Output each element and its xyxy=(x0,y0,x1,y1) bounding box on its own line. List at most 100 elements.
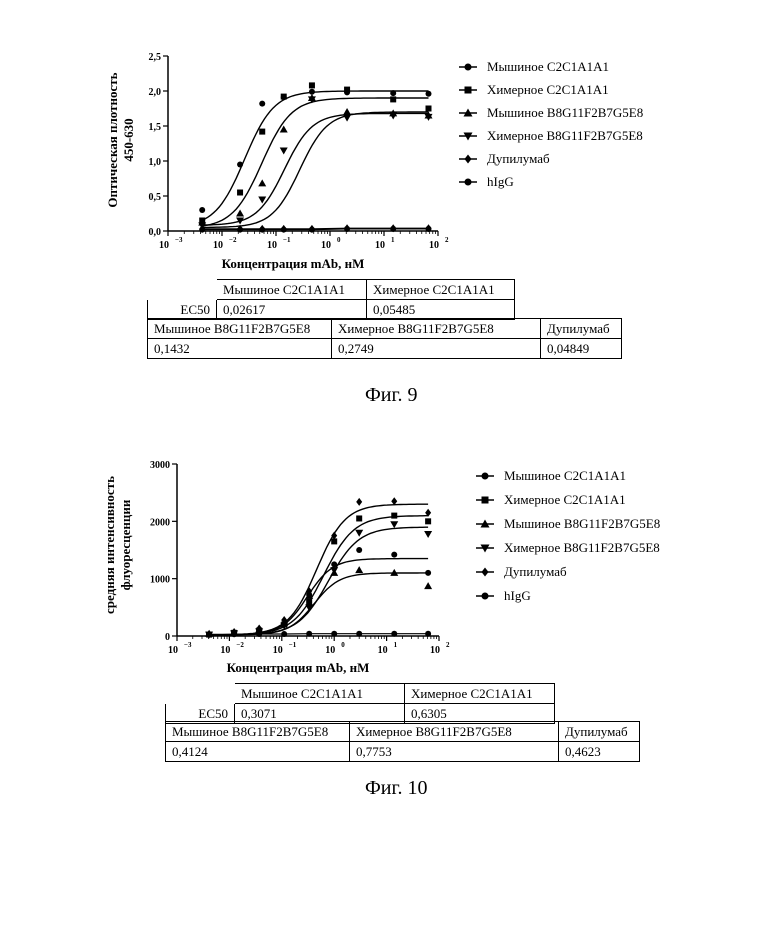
x-tick-label: 10 xyxy=(213,240,223,251)
ec50-table-2: Мышиное C2C1A1A1 Химерное C2C1A1A1 EC50 … xyxy=(165,683,555,724)
legend-label: Химерное C2C1A1A1 xyxy=(504,492,626,507)
x-tick-label: 10 xyxy=(325,645,335,656)
data-point xyxy=(330,567,338,574)
data-point xyxy=(426,226,432,232)
y-tick-label: 2000 xyxy=(150,517,170,528)
legend-label: Дупилумаб xyxy=(487,151,550,166)
y-tick-label: 1,5 xyxy=(149,122,162,133)
ec50-header: Химерное C2C1A1A1 xyxy=(405,684,555,704)
series-2 xyxy=(199,82,431,226)
data-point xyxy=(309,89,315,95)
y-tick-label: 1,0 xyxy=(149,157,162,168)
series-3 xyxy=(198,94,432,226)
chart-1: 0,00,51,01,52,02,510−310−210−1100101102К… xyxy=(105,52,643,271)
legend-label: hIgG xyxy=(487,174,514,189)
ec50-header: Мышиное C2C1A1A1 xyxy=(217,280,367,300)
data-point xyxy=(206,631,212,637)
series-1 xyxy=(199,89,431,221)
ec50-table-1b: Мышиное B8G11F2B7G5E8 Химерное B8G11F2B7… xyxy=(147,318,622,359)
y-axis-label: Оптическая плотность xyxy=(105,72,120,207)
x-tick-exponent: −3 xyxy=(175,236,183,244)
data-point xyxy=(281,631,287,637)
data-point xyxy=(256,631,262,637)
legend-label: Мышиное C2C1A1A1 xyxy=(487,59,609,74)
data-point xyxy=(426,106,432,112)
data-point xyxy=(356,515,362,521)
y-tick-label: 0,5 xyxy=(149,192,162,203)
data-point xyxy=(356,498,362,506)
data-point xyxy=(391,513,397,519)
legend-marker xyxy=(482,568,489,577)
x-tick-exponent: 1 xyxy=(394,641,398,649)
data-point xyxy=(281,94,287,100)
legend-label: Мышиное B8G11F2B7G5E8 xyxy=(504,516,660,531)
legend-marker xyxy=(482,497,489,504)
x-tick-exponent: −3 xyxy=(184,641,192,649)
y-tick-label: 2,0 xyxy=(149,87,162,98)
data-point xyxy=(199,207,205,213)
data-point xyxy=(237,190,243,196)
ec50-value: 0,05485 xyxy=(367,300,515,320)
data-point xyxy=(309,227,315,233)
data-point xyxy=(259,129,265,135)
data-point xyxy=(343,108,351,115)
data-point xyxy=(237,227,243,233)
data-point xyxy=(306,631,312,637)
x-tick-label: 10 xyxy=(429,240,439,251)
x-tick-label: 10 xyxy=(273,645,283,656)
legend-label: hIgG xyxy=(504,588,531,603)
data-point xyxy=(425,518,431,524)
data-point xyxy=(391,552,397,558)
fit-curve xyxy=(202,91,428,220)
data-point xyxy=(356,547,362,553)
x-tick-exponent: −2 xyxy=(236,641,244,649)
ec50-value: 0,4623 xyxy=(559,742,640,762)
data-point xyxy=(281,227,287,233)
ec50-header: Мышиное B8G11F2B7G5E8 xyxy=(166,722,350,742)
ec50-header: Химерное B8G11F2B7G5E8 xyxy=(332,319,541,339)
x-tick-label: 10 xyxy=(220,645,230,656)
series-3 xyxy=(205,566,432,637)
series-4 xyxy=(198,96,432,229)
data-point xyxy=(344,226,350,232)
legend-marker xyxy=(465,64,472,71)
legend-marker xyxy=(482,473,489,480)
legend-label: Химерное B8G11F2B7G5E8 xyxy=(487,128,643,143)
y-tick-label: 1000 xyxy=(150,575,170,586)
series-5 xyxy=(206,497,431,638)
data-point xyxy=(231,631,237,637)
y-axis-label: средняя интенсивность xyxy=(102,476,117,614)
ec50-row-label: EC50 xyxy=(148,300,217,320)
data-point xyxy=(390,90,396,96)
data-point xyxy=(426,91,432,97)
ec50-table-2b: Мышиное B8G11F2B7G5E8 Химерное B8G11F2B7… xyxy=(165,721,640,762)
data-point xyxy=(425,631,431,637)
y-tick-label: 2,5 xyxy=(149,52,162,63)
data-point xyxy=(355,530,363,537)
data-point xyxy=(344,87,350,93)
x-tick-label: 10 xyxy=(378,645,388,656)
legend-marker xyxy=(465,155,472,164)
data-point xyxy=(199,227,205,233)
legend-label: Дупилумаб xyxy=(504,564,567,579)
ec50-value: 0,4124 xyxy=(166,742,350,762)
y-tick-label: 0,0 xyxy=(149,227,162,238)
x-tick-label: 10 xyxy=(430,645,440,656)
figure-caption-2: Фиг. 10 xyxy=(365,777,427,800)
x-tick-exponent: 2 xyxy=(445,236,449,244)
y-tick-label: 0 xyxy=(165,632,170,643)
figure-caption-1: Фиг. 9 xyxy=(365,384,417,407)
data-point xyxy=(355,566,363,573)
legend-label: Химерное C2C1A1A1 xyxy=(487,82,609,97)
x-tick-label: 10 xyxy=(168,645,178,656)
legend-marker xyxy=(465,179,472,186)
data-point xyxy=(309,82,315,88)
legend-label: Химерное B8G11F2B7G5E8 xyxy=(504,540,660,555)
ec50-value: 0,1432 xyxy=(148,339,332,359)
x-tick-label: 10 xyxy=(267,240,277,251)
ec50-value: 0,7753 xyxy=(350,742,559,762)
ec50-header: Химерное B8G11F2B7G5E8 xyxy=(350,722,559,742)
data-point xyxy=(306,599,312,605)
data-point xyxy=(391,631,397,637)
ec50-header: Дупилумаб xyxy=(559,722,640,742)
